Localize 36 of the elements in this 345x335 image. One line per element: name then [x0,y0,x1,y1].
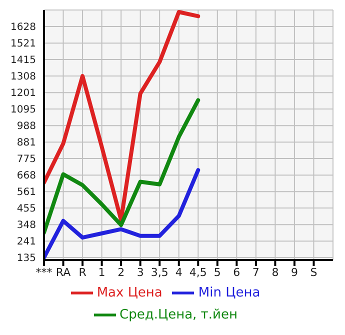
y-tick-label: 135 [16,253,36,264]
line-series [44,10,200,222]
y-tick-label: 1201 [10,88,36,100]
x-tick-label: RA [56,266,72,279]
y-tick-label: 988 [16,121,36,132]
legend-label: Сред.Цена, т.йен [120,308,238,323]
x-tick-label: 1 [98,266,106,279]
y-tick-label: 1521 [10,38,36,50]
y-tick-label: 775 [16,154,36,166]
x-tick-label: 7 [252,266,260,279]
x-tick-label: 4,5 [189,266,207,279]
x-tick-label: S [310,266,318,279]
line-series [44,98,200,235]
x-tick-label: 4 [175,266,182,279]
y-tick-label: 881 [16,138,36,149]
legend-label: Max Цена [96,286,162,301]
x-tick-label: 6 [233,266,240,279]
y-tick-label: 241 [16,236,36,248]
x-tick-label: 9 [290,266,298,279]
x-tick-label: *** [36,266,53,279]
x-tick-label: 3,5 [150,266,168,279]
y-tick-label: 1095 [10,104,36,116]
y-tick-label: 348 [16,220,36,232]
x-tick-label: 3 [136,266,144,279]
y-tick-label: 455 [16,204,36,215]
y-tick-label: 1628 [10,22,36,34]
x-tick-label: 5 [214,266,221,279]
y-tick-label: 668 [16,170,36,182]
x-tick-label: 2 [118,266,125,279]
x-tick-label: R [78,266,87,279]
line-series [44,168,200,260]
y-tick-label: 1308 [10,72,36,83]
y-tick-label: 561 [16,187,36,198]
y-tick-label: 1415 [10,55,36,66]
x-tick-label: 8 [272,266,279,279]
legend-label: Min Цена [198,286,260,301]
